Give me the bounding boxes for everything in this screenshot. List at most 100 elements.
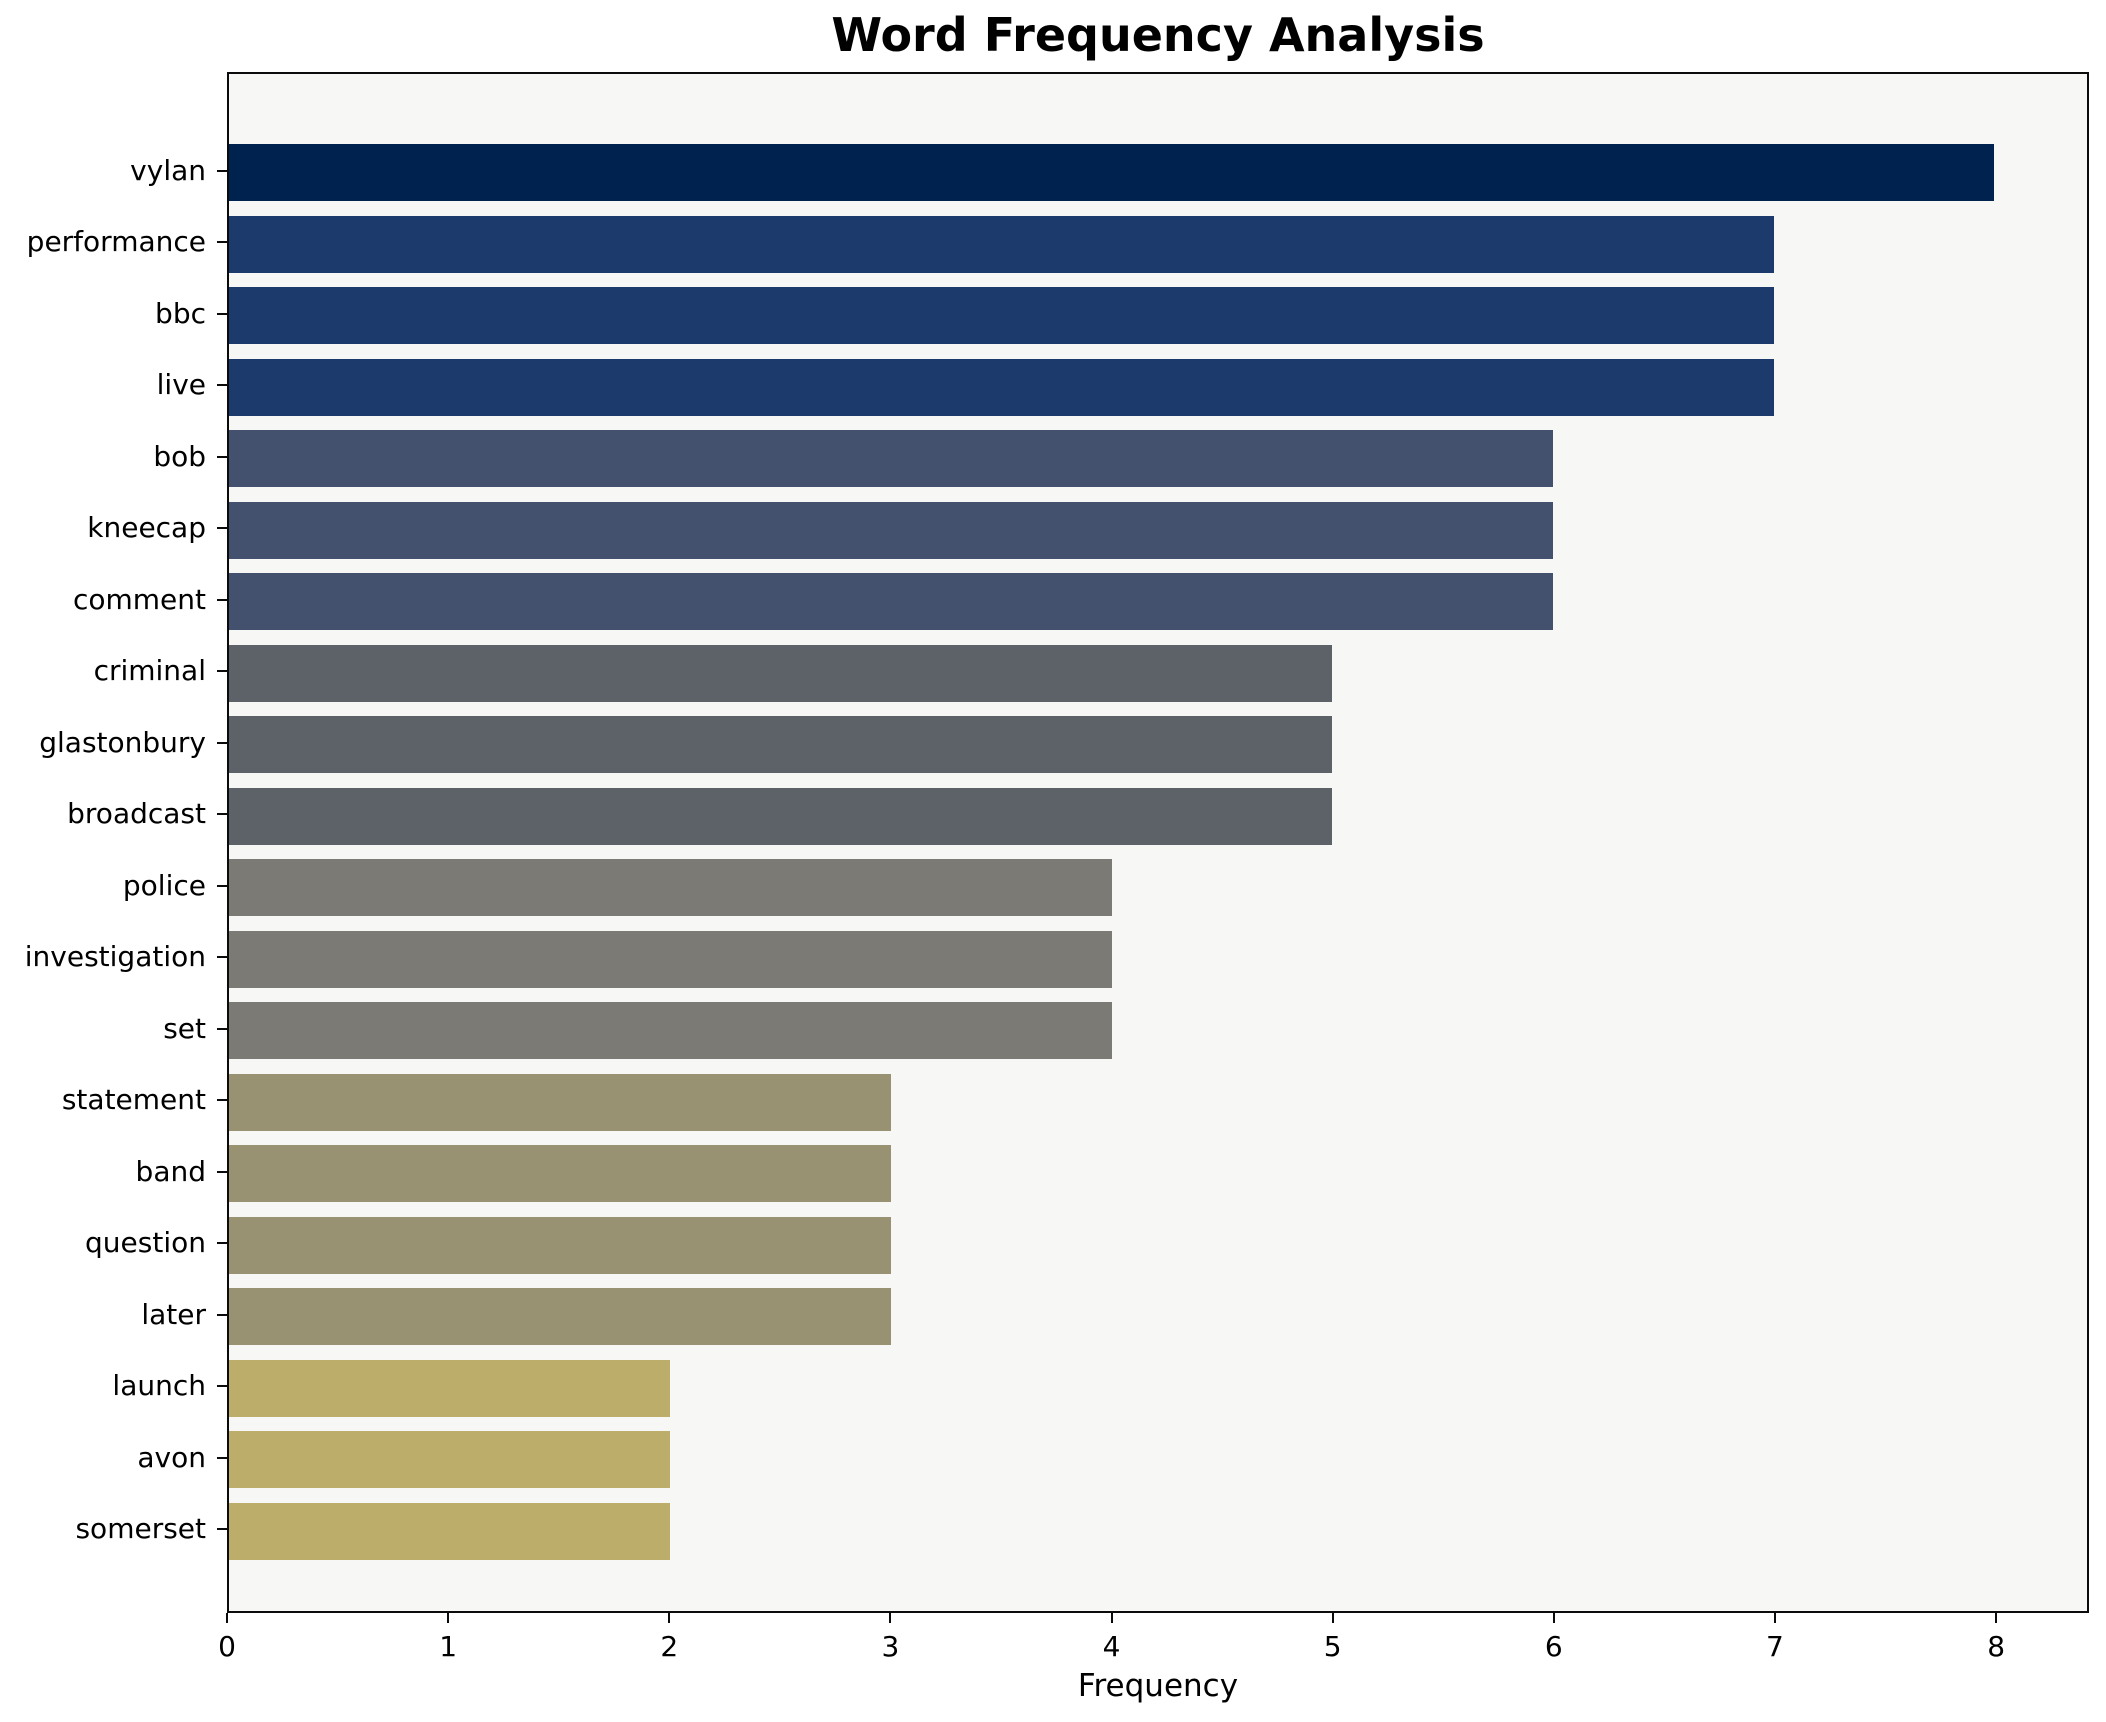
y-axis-row: set [0, 993, 227, 1065]
y-axis-row: somerset [0, 1494, 227, 1566]
plot-area [227, 72, 2089, 1613]
x-tick-label-4: 4 [1102, 1630, 1121, 1663]
bar-launch [229, 1359, 671, 1417]
y-tick-label-broadcast: broadcast [67, 797, 206, 831]
y-axis-row: band [0, 1136, 227, 1208]
y-tick-label-vylan: vylan [130, 153, 206, 187]
bar-bob [229, 430, 1553, 488]
y-tick-label-set: set [163, 1011, 206, 1045]
bar-row [229, 566, 2087, 638]
bar-row [229, 852, 2087, 924]
y-tick-label-criminal: criminal [93, 654, 206, 688]
bar-row [229, 495, 2087, 567]
bar-bbc [229, 287, 1774, 345]
bar-avon [229, 1431, 671, 1489]
y-tick-label-police: police [122, 868, 206, 902]
bar-question [229, 1216, 891, 1274]
bar-row [229, 638, 2087, 710]
x-tick-mark [889, 1613, 892, 1623]
y-axis-row: criminal [0, 636, 227, 708]
bar-row [229, 1496, 2087, 1568]
y-tick-mark [217, 312, 227, 315]
x-axis-label: Frequency [1077, 1668, 1239, 1704]
bar-row [229, 924, 2087, 996]
y-axis: vylan performance bbc live bob kneecap comment… [0, 72, 227, 1613]
y-tick-label-later: later [141, 1297, 206, 1331]
y-tick-mark [217, 1313, 227, 1316]
y-tick-mark [217, 527, 227, 530]
y-axis-row: launch [0, 1351, 227, 1423]
bar-row [229, 1281, 2087, 1353]
bar-kneecap [229, 501, 1553, 559]
y-tick-mark [217, 956, 227, 959]
bar-row [229, 1138, 2087, 1210]
bar-row [229, 352, 2087, 424]
bar-row [229, 280, 2087, 352]
y-tick-mark [217, 741, 227, 744]
x-tick-label-5: 5 [1323, 1630, 1342, 1663]
x-tick-label-7: 7 [1766, 1630, 1784, 1663]
y-tick-mark [217, 1027, 227, 1030]
bar-broadcast [229, 787, 1333, 845]
bars-container [229, 74, 2087, 1611]
bar-set [229, 1002, 1112, 1060]
y-tick-label-comment: comment [72, 582, 206, 616]
bar-row [229, 423, 2087, 495]
bar-row [229, 137, 2087, 209]
y-tick-label-investigation: investigation [24, 940, 206, 974]
x-tick-mark [1773, 1613, 1776, 1623]
y-axis-row: bbc [0, 278, 227, 350]
x-tick-mark [447, 1613, 450, 1623]
bar-statement [229, 1073, 891, 1131]
y-tick-label-performance: performance [26, 225, 206, 259]
y-tick-label-glastonbury: glastonbury [39, 725, 206, 759]
bar-live [229, 358, 1774, 416]
y-tick-mark [217, 813, 227, 816]
bar-comment [229, 573, 1553, 631]
bar-investigation [229, 930, 1112, 988]
y-tick-mark [217, 670, 227, 673]
y-tick-label-bob: bob [153, 439, 206, 473]
y-tick-mark [217, 455, 227, 458]
bar-police [229, 859, 1112, 917]
y-tick-mark [217, 169, 227, 172]
x-tick-label-2: 2 [660, 1630, 679, 1663]
bar-performance [229, 215, 1774, 273]
bar-row [229, 1353, 2087, 1425]
x-tick-mark [226, 1613, 228, 1623]
y-tick-mark [217, 884, 227, 887]
x-tick-mark [668, 1613, 671, 1623]
y-axis-row: statement [0, 1065, 227, 1137]
y-tick-mark [217, 598, 227, 601]
y-tick-label-somerset: somerset [75, 1512, 206, 1546]
bar-somerset [229, 1502, 671, 1560]
y-tick-label-statement: statement [61, 1083, 206, 1117]
y-tick-mark [217, 384, 227, 387]
x-tick-mark [1995, 1613, 1998, 1623]
x-tick-label-1: 1 [439, 1630, 458, 1663]
y-tick-label-launch: launch [112, 1369, 206, 1403]
bar-vylan [229, 144, 1995, 202]
y-axis-row: police [0, 850, 227, 922]
y-axis-row: avon [0, 1422, 227, 1494]
y-tick-label-band: band [135, 1154, 206, 1188]
y-tick-mark [217, 1528, 227, 1531]
y-tick-mark [217, 241, 227, 244]
y-tick-label-bbc: bbc [155, 296, 206, 330]
y-axis-row: performance [0, 207, 227, 279]
y-axis-row: vylan [0, 135, 227, 207]
bar-row [229, 1210, 2087, 1282]
y-axis-row: later [0, 1279, 227, 1351]
bar-row [229, 709, 2087, 781]
y-axis-row: broadcast [0, 779, 227, 851]
x-tick-label-3: 3 [881, 1630, 900, 1663]
bar-row [229, 781, 2087, 853]
y-axis-row: question [0, 1208, 227, 1280]
y-tick-mark [217, 1170, 227, 1173]
x-tick-label-8: 8 [1987, 1630, 2006, 1663]
bar-row [229, 1067, 2087, 1139]
bar-row [229, 995, 2087, 1067]
y-axis-row: kneecap [0, 493, 227, 565]
y-tick-mark [217, 1456, 227, 1459]
